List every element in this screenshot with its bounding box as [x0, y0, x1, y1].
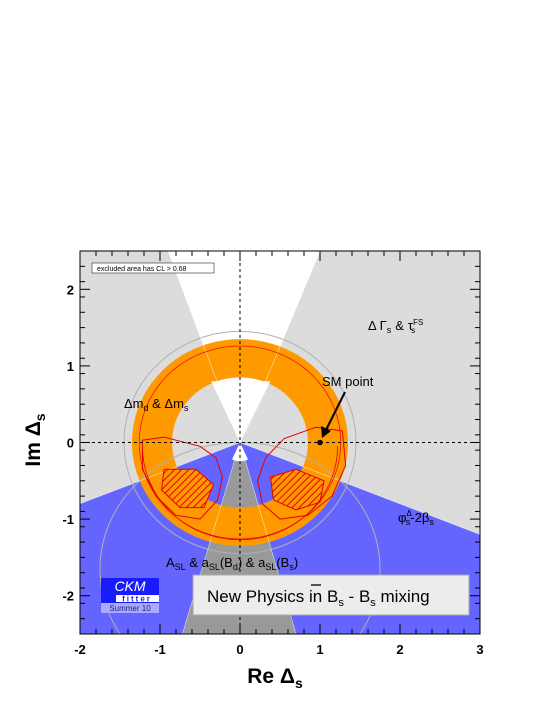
region-boundary-4 [182, 442, 241, 634]
region-boundary-0 [167, 251, 241, 443]
logo-line2: fitter [122, 595, 152, 604]
x-tick-label: 0 [236, 642, 243, 657]
sm-arrow-head [321, 426, 331, 438]
x-tick-label: -1 [154, 642, 166, 657]
logo-line3: Summer 10 [109, 604, 151, 613]
axis-ticks: -2 -1 0 1 2 3 2 1 0 -1 -2 [62, 250, 484, 657]
x-tick-label: 2 [396, 642, 403, 657]
excluded-note: excluded area has CL > 0.68 [97, 266, 187, 273]
region-wedge-inside-ring [211, 381, 271, 443]
contour-red-left-outer [141, 436, 223, 520]
y-tick-label: 0 [67, 436, 74, 451]
sm-point-marker [317, 439, 323, 446]
label-delta-m: Δmd & Δms [124, 396, 189, 413]
label-sm-point: SM point [322, 374, 374, 389]
y-axis-title: Im Δs [22, 413, 48, 466]
region-boundary-2 [80, 442, 241, 505]
label-phi: φΔ s-2βs [398, 509, 434, 527]
excluded-note-box [91, 262, 215, 274]
y-tick-label: -2 [62, 589, 74, 604]
ckmfitter-logo: CKM fitter Summer 10 [101, 578, 159, 613]
sm-arrow-shaft [324, 391, 346, 433]
banner-box [192, 574, 470, 616]
region-boundary-1 [239, 251, 321, 443]
y-tick-label: 1 [67, 359, 74, 374]
logo-line1: CKM [114, 578, 145, 594]
contour-red-right-inner [269, 468, 325, 511]
x-tick-label: 1 [316, 642, 323, 657]
y-tick-label: 2 [67, 282, 74, 297]
y-tick-label: -1 [62, 512, 74, 527]
x-tick-label: -2 [74, 642, 86, 657]
region-boundary-3 [239, 442, 480, 535]
label-asl: ASL & aSL(Bd) & aSL(Bs) [166, 555, 298, 572]
x-axis-title: Re Δs [247, 665, 303, 691]
banner-title: New Physics in Bs - Bs mixing [207, 587, 430, 609]
contour-red-right-outer [257, 426, 347, 520]
contour-red-left-inner [161, 468, 215, 509]
label-delta-gamma: Δ Γs & τFS s [368, 318, 423, 335]
x-tick-label: 3 [476, 642, 483, 657]
